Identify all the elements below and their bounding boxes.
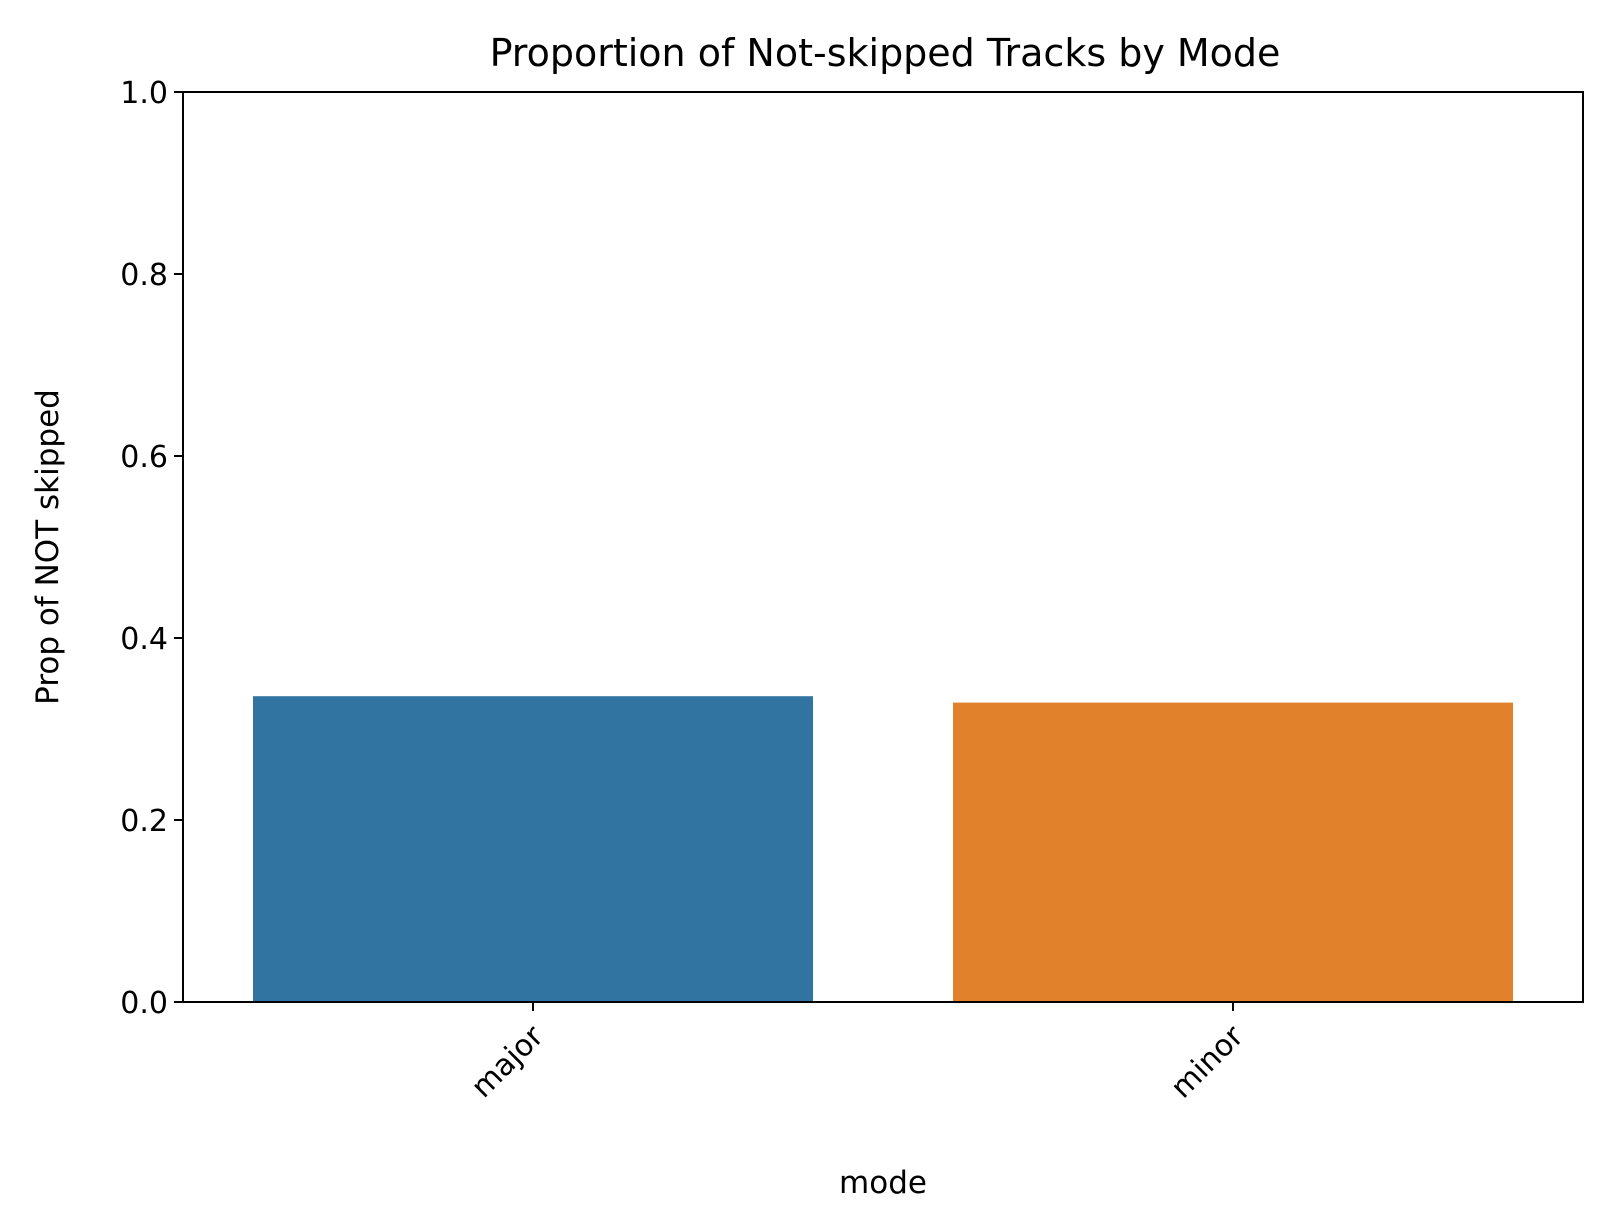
y-tick-label: 0.0: [120, 986, 168, 1021]
chart-title: Proportion of Not-skipped Tracks by Mode: [490, 31, 1281, 75]
plot-frame: [182, 91, 1584, 1003]
y-axis-title: Prop of NOT skipped: [30, 389, 66, 705]
bar-major: [253, 696, 813, 1002]
x-axis-title: mode: [839, 1165, 927, 1201]
bar-minor: [953, 702, 1513, 1002]
y-tick-label: 0.4: [120, 622, 168, 657]
y-axis: 0.0 0.2 0.4 0.6 0.8 1.0: [120, 76, 183, 1021]
y-tick-label: 1.0: [120, 76, 168, 111]
y-tick-label: 0.8: [120, 258, 168, 293]
y-tick-label: 0.2: [120, 804, 168, 839]
y-tick-label: 0.6: [120, 440, 168, 475]
bars-group: [253, 696, 1513, 1002]
